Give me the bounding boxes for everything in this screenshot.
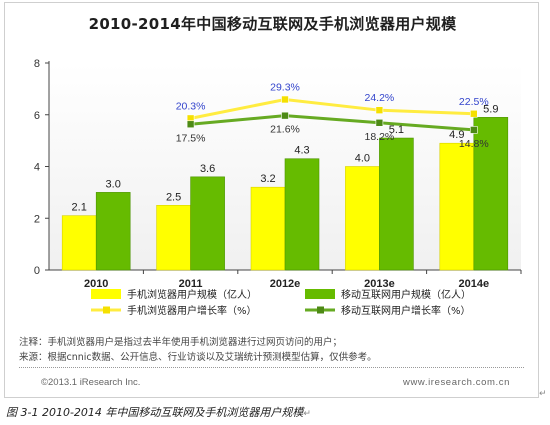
bar-mobile bbox=[284, 158, 320, 271]
chart-plot: 0 2 4 6 8 2010 2011 2012e 2013e 2014e 2.1 2.5 3.2 4.… bbox=[34, 58, 522, 317]
browser-growth-point bbox=[469, 109, 478, 118]
bar-value-label: 5.1 bbox=[389, 124, 404, 136]
browser-growth-line bbox=[190, 97, 474, 120]
browser-growth-label: 29.3% bbox=[270, 81, 300, 93]
bar-value-label: 2.1 bbox=[72, 202, 87, 214]
browser-growth-label: 20.3% bbox=[176, 100, 206, 112]
legend-swatch bbox=[305, 289, 335, 299]
y-tick-label: 2 bbox=[34, 213, 40, 225]
bar-mobile bbox=[473, 117, 509, 271]
mobile-growth-label: 17.5% bbox=[176, 132, 206, 144]
bar-mobile bbox=[95, 192, 131, 271]
mobile-growth-point bbox=[281, 111, 289, 120]
bar-value-label: 3.2 bbox=[260, 173, 275, 185]
paragraph-mark: ↵ bbox=[303, 409, 311, 419]
mobile-growth-label: 18.2% bbox=[365, 131, 395, 143]
x-tick-label: 2013e bbox=[364, 278, 395, 290]
mobile-growth-line bbox=[190, 114, 474, 132]
bar-value-label: 4.3 bbox=[294, 145, 309, 157]
bar-value-label: 4.9 bbox=[449, 129, 464, 141]
browser-growth-label: 22.5% bbox=[459, 96, 489, 108]
bar-mobile bbox=[379, 137, 414, 271]
bar-browser bbox=[61, 215, 97, 271]
legend-swatch bbox=[91, 289, 121, 299]
figure-caption: 图 3-1 2010-2014 年中国移动互联网及手机浏览器用户规模↵ bbox=[6, 404, 311, 420]
mobile-growth-point bbox=[469, 126, 478, 134]
chart-title: 2010-2014年中国移动互联网及手机浏览器用户规模 bbox=[88, 15, 457, 33]
browser-growth-point bbox=[281, 95, 289, 104]
legend-marker bbox=[317, 306, 324, 314]
bar-browser bbox=[250, 186, 286, 271]
legend-label: 移动互联网用户规模（亿人） bbox=[341, 288, 471, 301]
legend-marker bbox=[103, 306, 110, 314]
bar-value-label: 5.9 bbox=[483, 103, 498, 115]
legend-label: 移动互联网用户增长率（%） bbox=[341, 304, 471, 317]
y-tick-label: 8 bbox=[34, 58, 40, 70]
x-tick-label: 2012e bbox=[270, 278, 301, 290]
legend-label: 手机浏览器用户增长率（%） bbox=[127, 304, 257, 317]
copyright-text: ©2013.1 iResearch Inc. bbox=[41, 377, 141, 388]
y-tick-label: 4 bbox=[34, 162, 40, 174]
bar-browser bbox=[156, 205, 191, 271]
website-url: www.iresearch.com.cn bbox=[403, 377, 511, 388]
footnote-source: 来源：根据cnnic数据、公开信息、行业访谈以及艾瑞统计预测模型估算，仅供参考。 bbox=[19, 352, 377, 363]
bar-value-label: 2.5 bbox=[166, 191, 181, 203]
bar-value-label: 3.6 bbox=[200, 163, 215, 175]
chart-card: 2010-2014年中国移动互联网及手机浏览器用户规模 0 2 4 6 8 2010 201… bbox=[4, 2, 539, 398]
y-tick-label: 0 bbox=[34, 265, 40, 277]
bar-browser bbox=[439, 142, 475, 271]
mobile-growth-label: 14.8% bbox=[459, 138, 489, 150]
legend-label: 手机浏览器用户规模（亿人） bbox=[127, 288, 257, 301]
paragraph-mark: ↵ bbox=[539, 389, 547, 399]
bar-value-label: 4.0 bbox=[355, 153, 370, 165]
y-tick-label: 6 bbox=[34, 110, 40, 122]
mobile-growth-point bbox=[375, 118, 384, 127]
x-tick-label: 2010 bbox=[84, 278, 108, 290]
bar-value-label: 3.0 bbox=[106, 178, 121, 190]
footnote-note: 注释：手机浏览器用户是指过去半年使用手机浏览器进行过网页访问的用户； bbox=[19, 337, 343, 348]
browser-growth-label: 24.2% bbox=[365, 92, 395, 104]
footer-divider bbox=[19, 367, 524, 368]
bar-mobile bbox=[190, 176, 225, 271]
figure-caption-text: 图 3-1 2010-2014 年中国移动互联网及手机浏览器用户规模 bbox=[6, 406, 304, 419]
x-tick-label: 2011 bbox=[179, 278, 203, 290]
mobile-growth-label: 21.6% bbox=[270, 124, 300, 136]
bar-browser bbox=[345, 166, 380, 271]
mobile-growth-point bbox=[186, 120, 195, 129]
browser-growth-point bbox=[375, 106, 384, 114]
x-tick-label: 2014e bbox=[459, 278, 490, 290]
